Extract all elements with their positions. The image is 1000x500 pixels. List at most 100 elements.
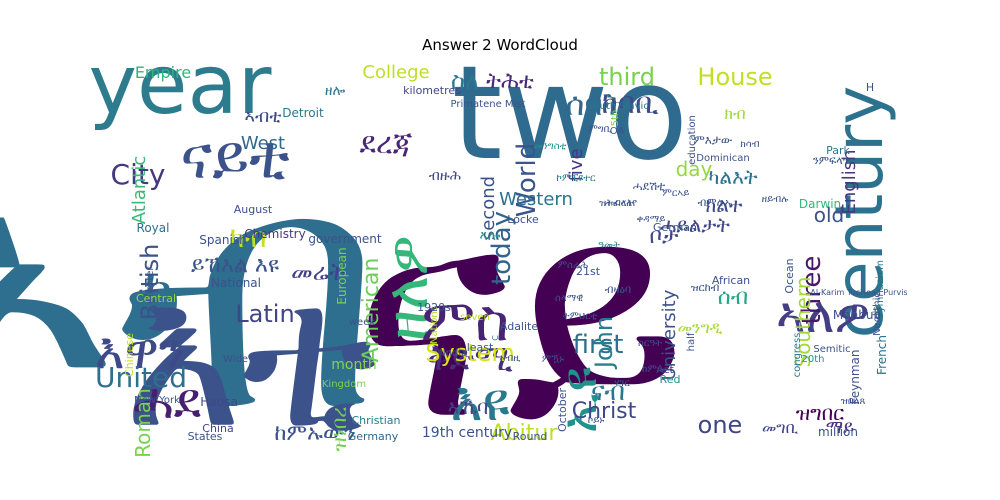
word-154: ንምፍላጥ bbox=[813, 154, 851, 167]
word-26: ካብ bbox=[229, 221, 266, 254]
word-48: ካልእት bbox=[709, 165, 758, 189]
word-21: third bbox=[599, 63, 655, 91]
word-105: half bbox=[686, 332, 697, 351]
word-28: British bbox=[136, 244, 164, 321]
word-84: Spanish bbox=[199, 233, 246, 247]
word-127: C bbox=[491, 335, 500, 341]
word-10: ኣለዎ bbox=[776, 286, 870, 344]
word-2: ናይ bbox=[354, 147, 686, 484]
word-58: University bbox=[659, 289, 680, 380]
word-131: ምእታው bbox=[694, 133, 733, 147]
word-66: ኣኼባ bbox=[448, 395, 489, 419]
word-92: China bbox=[202, 422, 233, 435]
word-24: World bbox=[512, 143, 542, 218]
word-70: ብዙሕ bbox=[429, 168, 461, 184]
word-72: ዘሎ bbox=[325, 83, 346, 99]
word-117: Ocean bbox=[783, 258, 796, 293]
word-104: seven bbox=[460, 312, 490, 323]
word-79: Park bbox=[826, 144, 850, 157]
word-106: 1920s bbox=[417, 301, 451, 314]
word-123: New York bbox=[134, 395, 180, 406]
word-120: August bbox=[234, 203, 273, 216]
word-147: ኮይኑ bbox=[588, 415, 605, 426]
word-99: Red bbox=[660, 373, 681, 386]
word-86: European bbox=[335, 247, 349, 304]
word-130: ምግቢ bbox=[589, 124, 612, 135]
word-90: Hausa bbox=[200, 395, 238, 409]
word-135: ቀዳማይ bbox=[637, 214, 666, 225]
word-115: congress bbox=[792, 333, 803, 378]
word-150: ከምዚ bbox=[642, 364, 665, 375]
word-57: ኣብቲ bbox=[245, 106, 282, 127]
word-129: Primatene Mist bbox=[451, 99, 526, 110]
word-7: ዘለዎ bbox=[373, 235, 441, 342]
word-1: two bbox=[452, 37, 689, 189]
word-108: India bbox=[443, 348, 468, 359]
word-103: 21st bbox=[576, 265, 601, 278]
word-39: Roman bbox=[131, 388, 155, 458]
word-113: Feynman bbox=[848, 350, 862, 405]
word-82: Royal bbox=[137, 221, 170, 235]
word-16: ቅድሚ bbox=[427, 338, 513, 379]
word-68: ሰብ bbox=[718, 285, 748, 310]
word-22: ደረጃ bbox=[360, 126, 413, 161]
word-34: one bbox=[698, 411, 743, 439]
word-152: ብምሉኡ bbox=[698, 196, 733, 209]
word-14: United bbox=[95, 361, 187, 394]
word-0: ኦብ bbox=[0, 99, 381, 483]
word-128: Al-Karim TucHead Purvis bbox=[810, 288, 907, 297]
word-12: እዋን bbox=[95, 322, 185, 380]
word-6: century bbox=[821, 86, 898, 339]
word-83: quarter bbox=[145, 266, 156, 304]
word-74: Detroit bbox=[282, 106, 324, 120]
word-93: States bbox=[188, 430, 223, 443]
word-43: day bbox=[676, 157, 713, 181]
word-95: Germany bbox=[348, 430, 399, 443]
word-96: Round bbox=[513, 430, 548, 443]
word-63: ማይ bbox=[826, 417, 854, 438]
word-118: Dominican bbox=[696, 153, 749, 164]
word-133: መንግስቲ bbox=[534, 141, 567, 152]
word-75: kilometres bbox=[403, 84, 461, 97]
word-122: Wide Web bbox=[223, 354, 273, 365]
word-80: Gymnasium bbox=[875, 260, 886, 320]
word-73: Chemistry bbox=[244, 227, 305, 241]
word-52: five bbox=[566, 148, 587, 181]
word-23: today bbox=[487, 211, 517, 285]
word-102: African bbox=[712, 274, 750, 287]
word-11: ሓደ bbox=[133, 372, 201, 430]
word-151: ክሳብ bbox=[740, 139, 759, 150]
word-121: week bbox=[349, 317, 375, 328]
word-137: ዝተፈላለየ bbox=[599, 198, 637, 209]
word-100: Locke bbox=[507, 213, 539, 226]
word-145: ስርዓት bbox=[638, 338, 662, 349]
word-54: ትሕቲ bbox=[486, 69, 534, 94]
word-125: South Slavic bbox=[587, 101, 649, 112]
word-126: H bbox=[866, 81, 874, 94]
word-87: Central bbox=[136, 292, 176, 305]
word-112: Mahbub bbox=[833, 308, 881, 322]
word-60: መንግዲ bbox=[678, 318, 723, 337]
word-111: 20th bbox=[802, 354, 825, 365]
word-18: ሰባት bbox=[566, 85, 625, 123]
word-69: ዝነበረ bbox=[327, 407, 351, 452]
word-9: እዩ bbox=[450, 370, 509, 433]
word-89: Nations bbox=[429, 306, 440, 344]
word-41: old bbox=[814, 203, 845, 227]
word-30: Abitur bbox=[491, 421, 559, 446]
word-25: Latin bbox=[235, 300, 294, 328]
word-44: Atlantic bbox=[129, 156, 150, 224]
word-49: ቦታ bbox=[649, 224, 679, 249]
word-141: ብዛዕባ bbox=[605, 283, 631, 296]
word-119: OA bbox=[610, 126, 625, 137]
word-36: ናብ bbox=[591, 377, 625, 407]
word-59: month bbox=[331, 357, 376, 373]
word-35: Christ bbox=[572, 399, 637, 424]
word-56: Empire bbox=[135, 63, 191, 82]
word-38: American bbox=[359, 258, 384, 363]
word-146: ሃገር bbox=[614, 378, 630, 389]
word-64: ከምኡውን bbox=[274, 421, 355, 446]
word-142: ዝርከብ bbox=[691, 281, 720, 294]
word-88: Chinese bbox=[123, 333, 136, 377]
